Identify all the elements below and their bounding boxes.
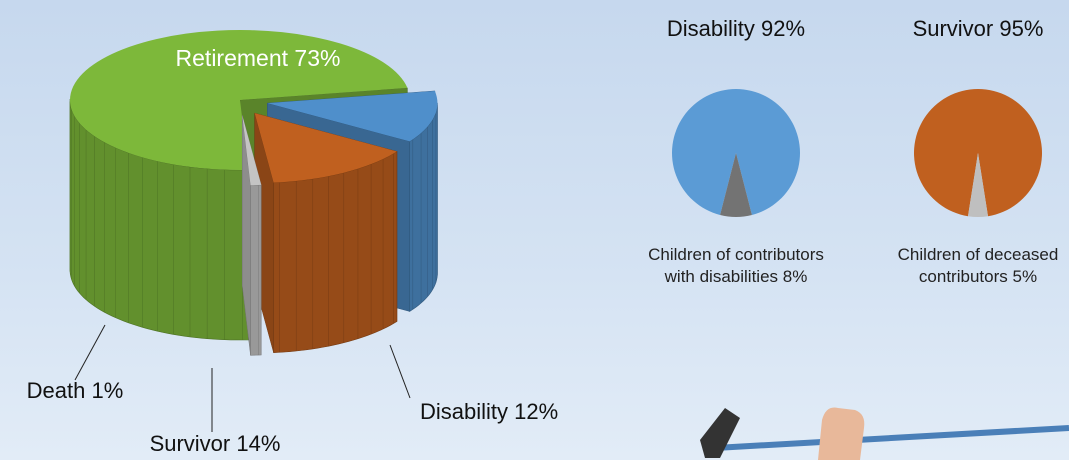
category: Death bbox=[27, 378, 86, 403]
value-label: 73% bbox=[294, 45, 340, 71]
club-head bbox=[700, 408, 740, 458]
slice-label: Survivor 95% bbox=[913, 16, 1044, 41]
slice-label: Retirement 73% bbox=[176, 45, 341, 71]
value-label: 14% bbox=[236, 431, 280, 456]
slice-wall bbox=[273, 150, 398, 353]
leader-line bbox=[74, 324, 106, 381]
slice-label: Survivor 14% bbox=[150, 431, 281, 456]
slice-label: Disability 12% bbox=[420, 399, 558, 424]
slice-label: Disability 92% bbox=[667, 16, 805, 41]
slice-label: Children of deceased contributors 5% bbox=[888, 244, 1068, 288]
category: Children of contributors with disabiliti… bbox=[648, 245, 824, 286]
hand bbox=[818, 407, 865, 460]
slice bbox=[914, 89, 1042, 217]
value-label: 8% bbox=[782, 267, 808, 286]
slice-label: Death 1% bbox=[27, 378, 124, 403]
category: Disability bbox=[667, 16, 755, 41]
slice-top bbox=[70, 29, 408, 170]
value-label: 1% bbox=[92, 378, 124, 403]
slice-label: Children of contributors with disabiliti… bbox=[646, 244, 826, 288]
category: Disability bbox=[420, 399, 508, 424]
slice-wall bbox=[250, 184, 262, 356]
club-shaft bbox=[714, 425, 1069, 451]
category: Children of deceased contributors bbox=[897, 245, 1059, 286]
slice-top bbox=[242, 115, 262, 186]
category: Survivor bbox=[913, 16, 994, 41]
leader-line bbox=[389, 344, 411, 399]
category: Survivor bbox=[150, 431, 231, 456]
value-label: 12% bbox=[514, 399, 558, 424]
slice-top bbox=[267, 90, 438, 142]
value-label: 92% bbox=[761, 16, 805, 41]
slice bbox=[720, 153, 752, 217]
slice bbox=[241, 115, 262, 356]
slice bbox=[672, 89, 800, 215]
golf-photo bbox=[700, 407, 1069, 460]
value-label: 5% bbox=[1012, 267, 1038, 286]
slice bbox=[254, 112, 398, 353]
slice bbox=[967, 153, 989, 217]
slice-top bbox=[254, 113, 397, 183]
category: Retirement bbox=[176, 45, 289, 71]
value-label: 95% bbox=[999, 16, 1043, 41]
